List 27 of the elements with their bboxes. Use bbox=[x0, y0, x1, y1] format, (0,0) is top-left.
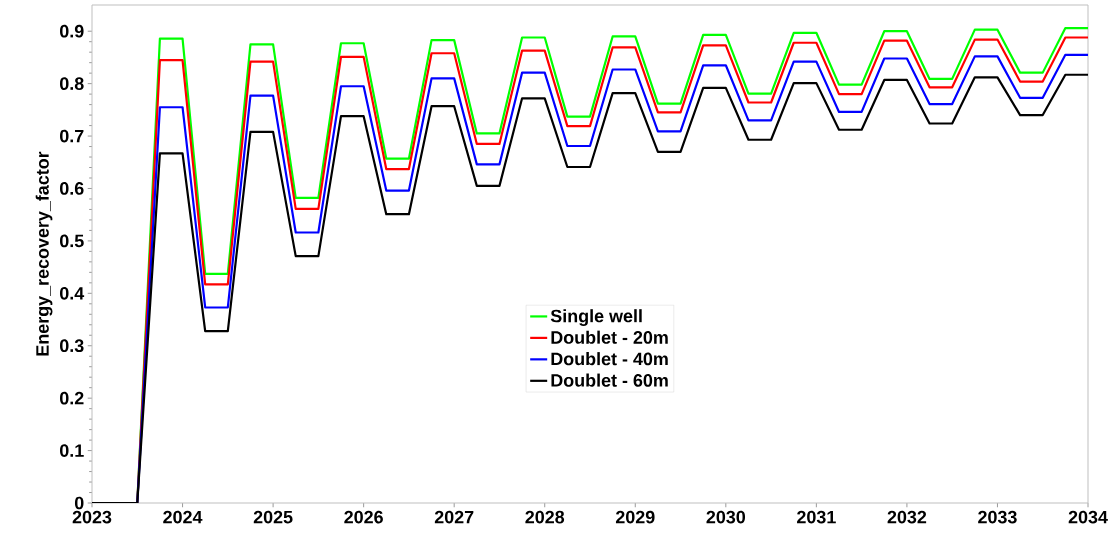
x-tick-label: 2024 bbox=[163, 510, 203, 524]
y-tick-label: 0 bbox=[74, 496, 84, 510]
x-tick-label: 2032 bbox=[887, 510, 927, 524]
x-tick-label: 2027 bbox=[434, 510, 474, 524]
y-tick-label: 0.2 bbox=[60, 391, 84, 405]
x-tick-label: 2023 bbox=[72, 510, 112, 524]
x-tick-label: 2031 bbox=[797, 510, 836, 524]
x-tick-label: 2030 bbox=[706, 510, 746, 524]
y-tick-label: 0.6 bbox=[60, 182, 84, 195]
y-axis-title: Energy_recovery_factor bbox=[35, 151, 53, 356]
y-tick-label: 0.5 bbox=[60, 234, 84, 248]
y-tick-label: 0.3 bbox=[60, 339, 84, 353]
x-tick-label: 2025 bbox=[253, 510, 293, 524]
x-tick-label: 2028 bbox=[525, 510, 565, 524]
x-tick-label: 2034 bbox=[1068, 510, 1108, 524]
x-tick-label: 2033 bbox=[978, 510, 1017, 524]
y-tick-label: 0.4 bbox=[60, 286, 85, 300]
legend-label: Doublet - 20m bbox=[551, 330, 668, 344]
y-tick-label: 0.8 bbox=[60, 77, 84, 90]
legend-label: Single well bbox=[550, 309, 642, 326]
y-tick-label: 0.7 bbox=[60, 129, 84, 143]
x-tick-label: 2026 bbox=[344, 510, 383, 524]
y-tick-label: 0.9 bbox=[60, 24, 84, 38]
y-tick-label: 0.1 bbox=[60, 444, 84, 457]
legend-label: Doublet - 60m bbox=[551, 373, 668, 387]
x-tick-label: 2029 bbox=[615, 510, 655, 524]
legend-label: Doublet - 40m bbox=[551, 352, 668, 366]
